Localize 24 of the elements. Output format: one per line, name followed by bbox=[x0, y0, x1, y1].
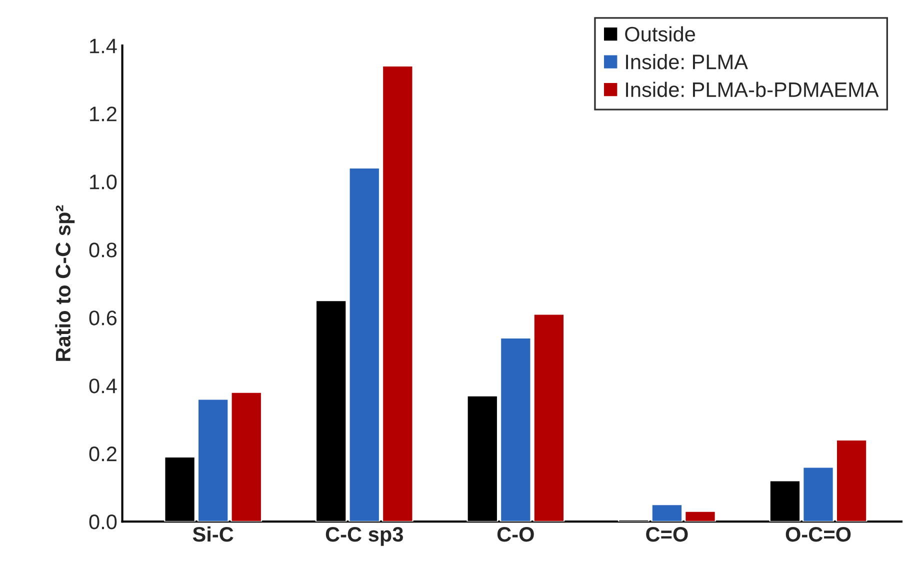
y-tick-label: 1.0 bbox=[90, 174, 117, 190]
bar bbox=[802, 466, 834, 522]
bar bbox=[651, 504, 683, 522]
bar bbox=[533, 314, 565, 522]
y-tick-label: 1.2 bbox=[90, 106, 116, 122]
y-tick-label: 0.2 bbox=[89, 446, 116, 462]
bar bbox=[684, 510, 716, 522]
y-tick-label: 0.0 bbox=[89, 514, 117, 530]
bar bbox=[836, 439, 868, 522]
y-tick-label: 0.6 bbox=[89, 310, 117, 326]
bar bbox=[382, 65, 414, 522]
y-tick-label: 0.8 bbox=[89, 242, 117, 258]
legend-label: Outside bbox=[625, 26, 695, 42]
legend-label: Inside: PLMA bbox=[626, 54, 748, 70]
bar bbox=[500, 337, 532, 522]
y-axis-title: Ratio to C-C sp² bbox=[55, 205, 75, 361]
x-tick-label: C-C sp3 bbox=[326, 526, 403, 546]
x-tick-label: O-C=O bbox=[786, 526, 851, 542]
y-tick-label: 0.4 bbox=[89, 378, 117, 394]
x-tick-label: C=O bbox=[646, 526, 688, 542]
x-tick-label: C-O bbox=[497, 526, 534, 542]
y-tick-label: 1.4 bbox=[90, 38, 117, 54]
x-tick-label: Si-C bbox=[192, 526, 234, 542]
legend-label: Inside: PLMA-b-PDMAEMA bbox=[626, 82, 879, 98]
